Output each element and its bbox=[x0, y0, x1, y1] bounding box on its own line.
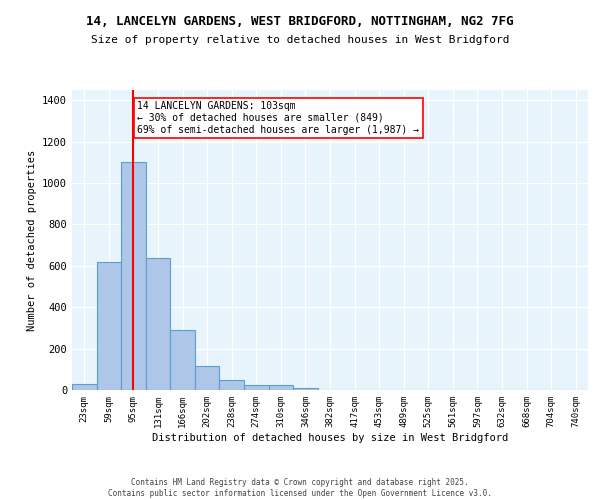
Bar bbox=[121, 162, 146, 390]
Bar bbox=[97, 262, 121, 390]
Text: 14 LANCELYN GARDENS: 103sqm
← 30% of detached houses are smaller (849)
69% of se: 14 LANCELYN GARDENS: 103sqm ← 30% of det… bbox=[137, 102, 419, 134]
Bar bbox=[244, 386, 269, 390]
Text: Contains HM Land Registry data © Crown copyright and database right 2025.
Contai: Contains HM Land Registry data © Crown c… bbox=[108, 478, 492, 498]
Y-axis label: Number of detached properties: Number of detached properties bbox=[26, 150, 37, 330]
Bar bbox=[195, 366, 220, 390]
Bar bbox=[72, 384, 97, 390]
Bar bbox=[293, 388, 318, 390]
Bar bbox=[220, 380, 244, 390]
Bar bbox=[170, 330, 195, 390]
Text: Size of property relative to detached houses in West Bridgford: Size of property relative to detached ho… bbox=[91, 35, 509, 45]
Bar bbox=[269, 386, 293, 390]
Bar bbox=[146, 258, 170, 390]
X-axis label: Distribution of detached houses by size in West Bridgford: Distribution of detached houses by size … bbox=[152, 432, 508, 442]
Text: 14, LANCELYN GARDENS, WEST BRIDGFORD, NOTTINGHAM, NG2 7FG: 14, LANCELYN GARDENS, WEST BRIDGFORD, NO… bbox=[86, 15, 514, 28]
